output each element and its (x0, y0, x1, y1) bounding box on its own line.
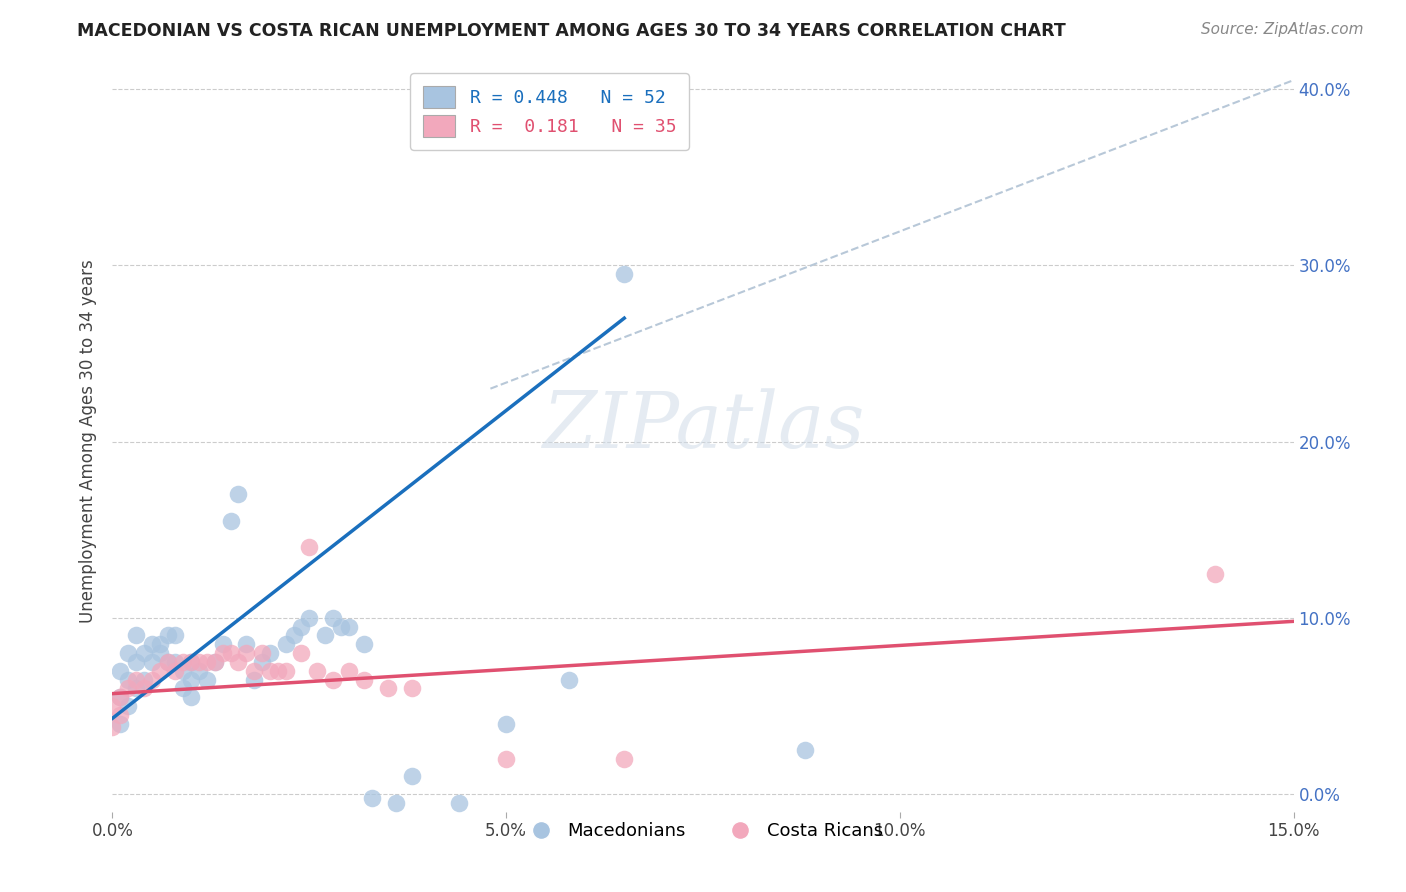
Point (117, 681, 139, 696)
Point (188, 664, 211, 678)
Point (298, 541, 321, 555)
Point (141, 673, 163, 687)
Point (314, 628, 336, 642)
Point (267, 664, 290, 678)
Point (337, 619, 360, 633)
Point (447, 796, 470, 810)
Point (283, 628, 305, 642)
Point (195, 673, 218, 687)
Point (172, 681, 194, 696)
Point (219, 514, 242, 528)
Y-axis label: Unemployment Among Ages 30 to 34 years: Unemployment Among Ages 30 to 34 years (79, 260, 97, 624)
Point (243, 673, 266, 687)
Point (180, 690, 202, 705)
Text: MACEDONIAN VS COSTA RICAN UNEMPLOYMENT AMONG AGES 30 TO 34 YEARS CORRELATION CHA: MACEDONIAN VS COSTA RICAN UNEMPLOYMENT A… (77, 22, 1066, 40)
Point (149, 664, 172, 678)
Point (195, 655, 218, 669)
Point (274, 637, 297, 651)
Point (132, 673, 155, 687)
Text: ZIPatlas: ZIPatlas (541, 389, 865, 465)
Point (259, 664, 281, 678)
Point (125, 655, 148, 669)
Point (188, 655, 211, 669)
Point (495, 716, 517, 731)
Point (243, 664, 266, 678)
Point (235, 637, 257, 651)
Point (228, 655, 250, 669)
Point (401, 769, 423, 783)
Point (180, 655, 202, 669)
Point (149, 646, 172, 660)
Point (165, 664, 187, 678)
Point (353, 673, 375, 687)
Point (110, 707, 132, 722)
Point (1204, 566, 1226, 581)
Point (156, 655, 179, 669)
Point (110, 690, 132, 705)
Point (361, 790, 384, 805)
Point (204, 655, 226, 669)
Point (180, 655, 202, 669)
Point (385, 796, 408, 810)
Point (110, 664, 132, 678)
Point (165, 655, 187, 669)
Point (307, 664, 329, 678)
Point (329, 619, 352, 633)
Point (613, 267, 636, 281)
Point (117, 673, 139, 687)
Point (117, 646, 139, 660)
Point (613, 752, 636, 766)
Point (211, 637, 233, 651)
Point (290, 619, 312, 633)
Point (259, 646, 281, 660)
Point (132, 646, 155, 660)
Point (110, 716, 132, 731)
Point (401, 681, 423, 696)
Point (156, 628, 179, 642)
Point (250, 655, 273, 669)
Point (794, 743, 817, 757)
Point (219, 646, 242, 660)
Point (298, 611, 321, 625)
Point (125, 628, 148, 642)
Point (117, 698, 139, 713)
Point (165, 628, 187, 642)
Point (377, 681, 399, 696)
Point (101, 698, 124, 713)
Point (149, 637, 172, 651)
Point (416, 126, 439, 140)
Point (322, 611, 344, 625)
Point (204, 655, 226, 669)
Point (337, 664, 360, 678)
Point (172, 655, 194, 669)
Legend: Macedonians, Costa Ricans: Macedonians, Costa Ricans (516, 814, 890, 847)
Point (250, 646, 273, 660)
Point (125, 681, 148, 696)
Point (353, 637, 375, 651)
Point (110, 690, 132, 705)
Point (495, 752, 517, 766)
Point (141, 637, 163, 651)
Point (132, 681, 155, 696)
Point (125, 673, 148, 687)
Point (558, 673, 581, 687)
Point (141, 655, 163, 669)
Point (180, 673, 202, 687)
Point (101, 720, 124, 734)
Point (322, 673, 344, 687)
Point (274, 664, 297, 678)
Point (228, 487, 250, 501)
Point (156, 655, 179, 669)
Point (211, 646, 233, 660)
Point (290, 646, 312, 660)
Text: Source: ZipAtlas.com: Source: ZipAtlas.com (1201, 22, 1364, 37)
Point (235, 646, 257, 660)
Point (172, 664, 194, 678)
